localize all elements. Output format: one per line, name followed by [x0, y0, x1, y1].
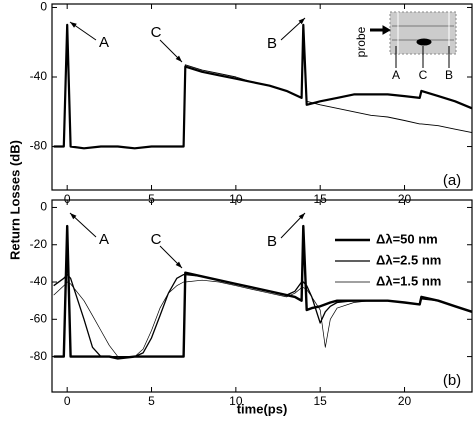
- inset-label: probe: [354, 26, 368, 57]
- legend-label: Δλ=1.5 nm: [376, 273, 441, 288]
- annotation: C: [151, 24, 162, 41]
- x-tick-label: 15: [314, 394, 328, 408]
- arrow-head: [70, 213, 77, 220]
- y-tick-label: -40: [30, 274, 48, 288]
- inset-label: C: [419, 68, 428, 82]
- x-tick-label: 0: [64, 192, 71, 206]
- x-tick-label: 10: [229, 192, 243, 206]
- series-line: [53, 279, 473, 357]
- legend-label: Δλ=50 nm: [376, 231, 438, 246]
- y-tick-label: -40: [30, 69, 48, 83]
- y-axis-label: Return Losses (dB): [7, 140, 22, 260]
- arrow-head: [298, 18, 305, 25]
- y-tick-label: -80: [30, 139, 48, 153]
- x-tick-label: 20: [398, 192, 412, 206]
- x-tick-label: 5: [148, 192, 155, 206]
- annotation: (a): [443, 172, 461, 189]
- annotation: (b): [443, 372, 461, 389]
- arrow-head: [175, 261, 182, 268]
- y-tick-label: -20: [30, 237, 48, 251]
- x-tick-label: 0: [64, 394, 71, 408]
- y-tick-label: -60: [30, 311, 48, 325]
- annotation: C: [151, 231, 162, 248]
- x-tick-label: 15: [314, 192, 328, 206]
- plot-frame: [51, 3, 473, 191]
- series-line: [53, 24, 473, 149]
- arrow-head: [298, 213, 305, 220]
- y-tick-label: 0: [40, 0, 47, 14]
- annotation: A: [99, 34, 109, 51]
- x-tick-label: 10: [229, 394, 243, 408]
- inset-label: B: [445, 68, 453, 82]
- y-tick-label: -80: [30, 349, 48, 363]
- legend-label: Δλ=2.5 nm: [376, 252, 441, 267]
- annotation: B: [267, 35, 277, 52]
- inset-label: A: [392, 68, 400, 82]
- x-tick-label: 20: [398, 394, 412, 408]
- annotation: B: [267, 233, 277, 250]
- plot-frame: [51, 199, 473, 393]
- annotation: A: [99, 231, 109, 248]
- arrow-head: [175, 55, 182, 62]
- x-tick-label: 5: [148, 394, 155, 408]
- inset: [370, 11, 457, 68]
- x-axis-label: time(ps): [237, 401, 288, 416]
- y-tick-label: 0: [40, 200, 47, 214]
- arrow-head: [70, 22, 77, 28]
